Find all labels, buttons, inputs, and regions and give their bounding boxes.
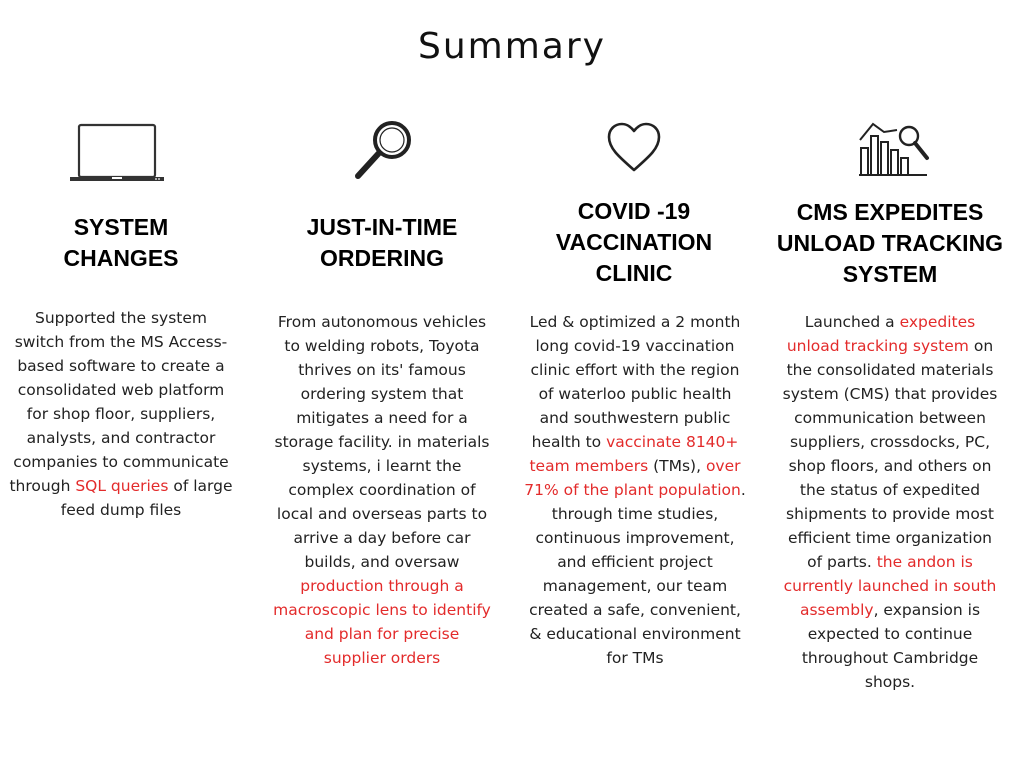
highlight-text: SQL queries xyxy=(75,477,169,495)
column-description: Launched a expedites unload tracking sys… xyxy=(782,313,998,691)
highlight-text: over 71% of the plant population xyxy=(524,457,741,499)
column-heading: JUST-IN-TIME ORDERING xyxy=(306,214,458,271)
highlight-text: expedites unload tracking system xyxy=(786,313,976,355)
page-title: Summary xyxy=(418,26,606,67)
column-description: From autonomous vehicles to welding robo… xyxy=(273,313,491,667)
column-description: Supported the system switch from the MS … xyxy=(9,309,233,519)
highlight-text: vaccinate 8140+ team members xyxy=(529,433,739,475)
heart-icon xyxy=(607,122,661,172)
column-heading: CMS EXPEDITES UNLOAD TRACKING SYSTEM xyxy=(776,199,1004,287)
column-heading: SYSTEM CHANGES xyxy=(63,214,179,271)
column-heading: COVID -19 VACCINATION CLINIC xyxy=(555,198,713,286)
highlight-text: the andon is currently launched in south… xyxy=(783,553,997,619)
bar-chart-search-icon xyxy=(859,122,929,176)
magnifying-glass-icon xyxy=(355,121,411,179)
laptop-icon xyxy=(70,123,164,181)
column-description: Led & optimized a 2 month long covid-19 … xyxy=(524,313,746,667)
highlight-text: production through a macroscopic lens to… xyxy=(273,577,491,667)
